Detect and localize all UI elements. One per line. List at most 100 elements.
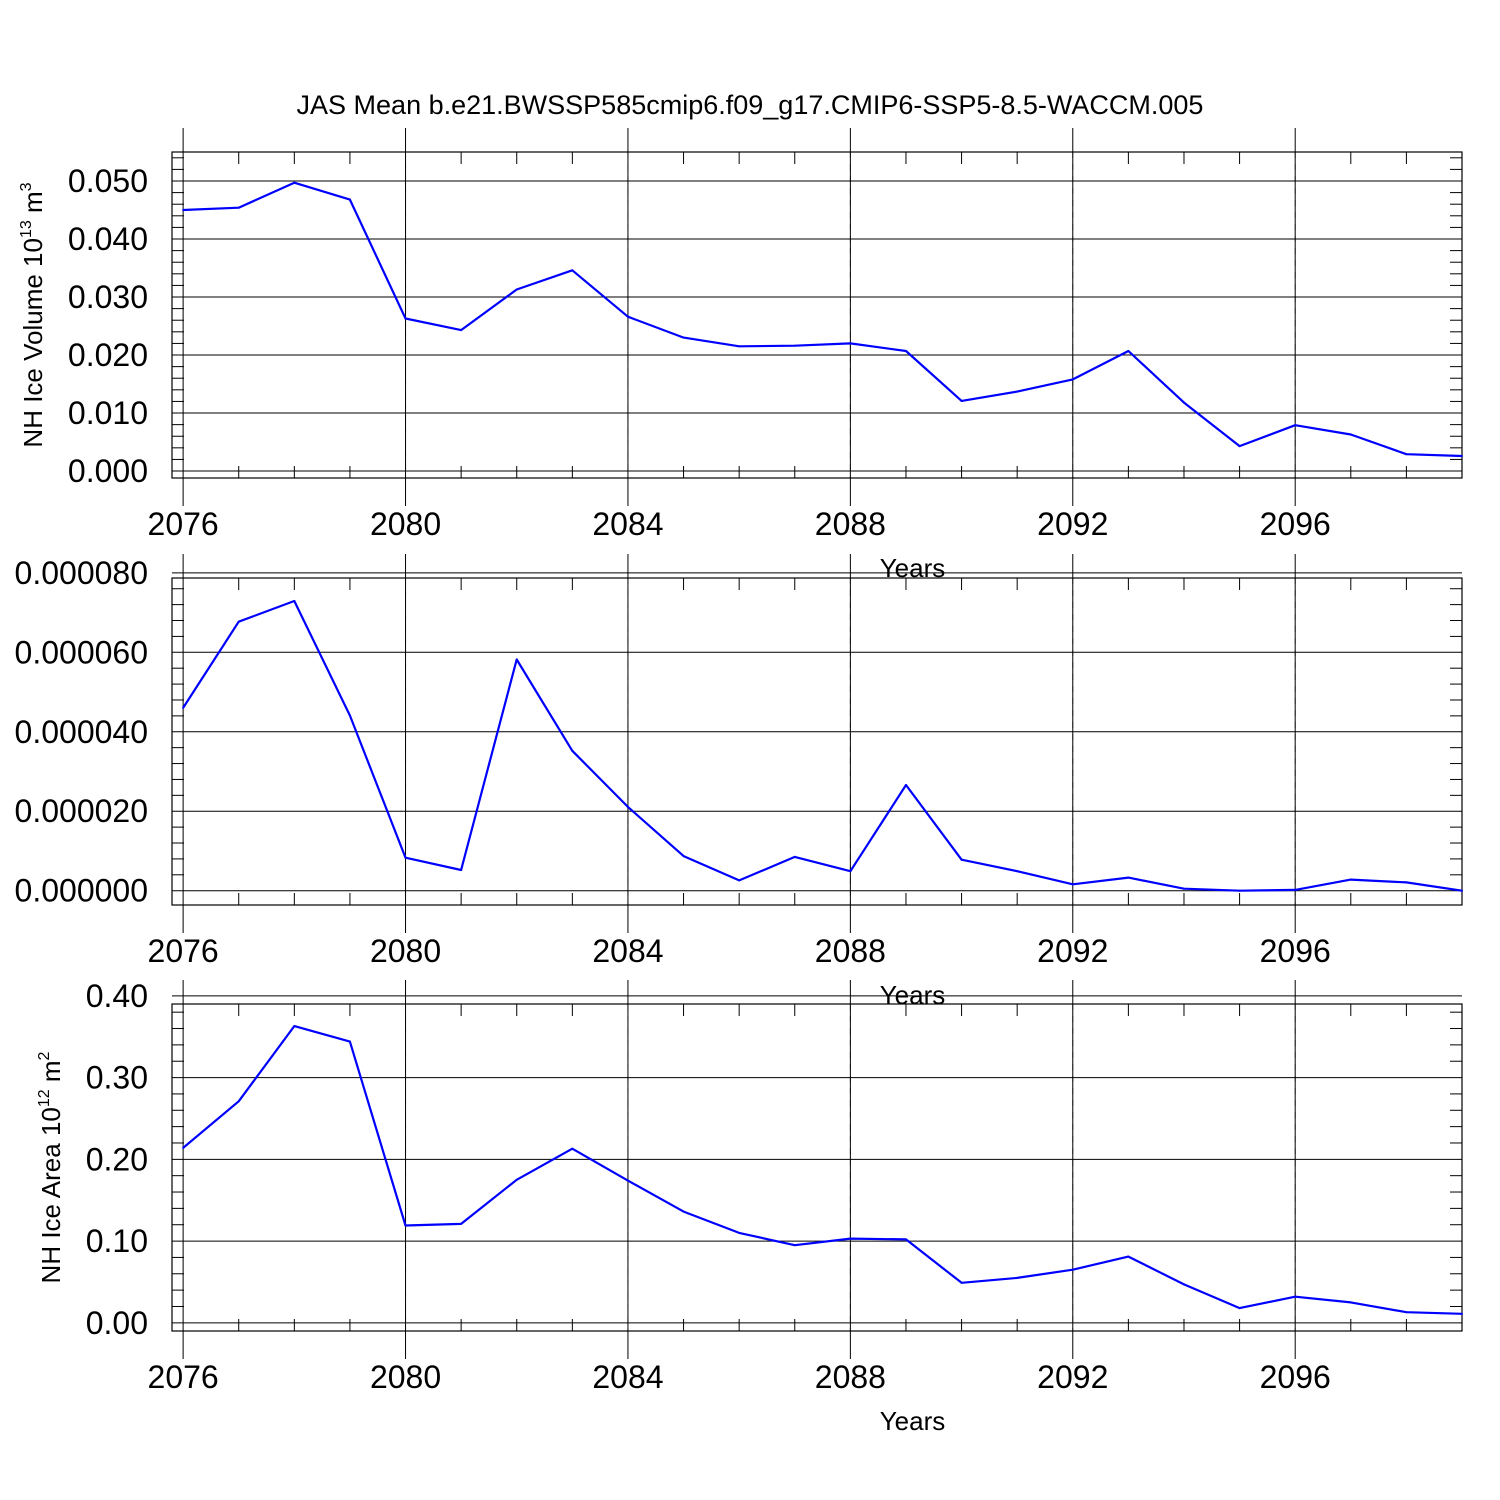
data-point-2096 (1294, 888, 1297, 891)
data-point-2079 (348, 1040, 351, 1043)
series-line (182, 599, 1463, 892)
data-point-2096 (1294, 1295, 1297, 1298)
xtick-label-2076: 2076 (148, 933, 219, 969)
data-point-2094 (1182, 1283, 1185, 1286)
data-point-2083 (571, 749, 574, 752)
data-point-2083 (571, 1147, 574, 1150)
data-point-2077 (237, 1100, 240, 1103)
xtick-label-2092: 2092 (1037, 1359, 1108, 1395)
ytick-label-5: 0.050 (68, 163, 148, 199)
plot-frame (171, 151, 1463, 479)
xtick-label-2080: 2080 (370, 506, 441, 542)
data-point-2078 (293, 1025, 296, 1028)
data-point-2098 (1405, 1311, 1408, 1314)
ytick-label-0: 0.000000 (15, 873, 148, 909)
data-point-2081 (460, 869, 463, 872)
data-point-2081 (460, 329, 463, 332)
xtick-label-2080: 2080 (370, 1359, 441, 1395)
xtick-label-2076: 2076 (148, 1359, 219, 1395)
plot-frame (171, 1003, 1463, 1332)
data-point-2097 (1349, 878, 1352, 881)
data-point-2077 (237, 620, 240, 623)
data-point-2088 (849, 342, 852, 345)
data-point-2092 (1071, 1268, 1074, 1271)
xtick-label-2096: 2096 (1260, 933, 1331, 969)
data-point-2091 (1016, 390, 1019, 393)
data-point-2085 (682, 1210, 685, 1213)
data-point-2090 (960, 1281, 963, 1284)
data-point-2078 (293, 600, 296, 603)
data-point-2093 (1127, 349, 1130, 352)
xtick-label-2076: 2076 (148, 506, 219, 542)
xtick-label-2088: 2088 (815, 506, 886, 542)
data-point-2095 (1238, 445, 1241, 448)
ytick-label-4: 0.000080 (15, 555, 148, 591)
ytick-label-2: 0.20 (86, 1141, 148, 1177)
data-point-2076 (182, 209, 185, 212)
x-axis-label: Years (880, 1406, 946, 1436)
data-point-2084 (626, 805, 629, 808)
figure-title: JAS Mean b.e21.BWSSP585cmip6.f09_g17.CMI… (297, 90, 1204, 120)
ytick-label-2: 0.020 (68, 337, 148, 373)
data-point-2080 (404, 317, 407, 320)
data-point-2084 (626, 315, 629, 318)
data-point-2089 (904, 349, 907, 352)
panel-2: 0.000000 0.000020 0.000040 0.000060 0.000080… (15, 554, 1463, 1010)
xtick-label-2084: 2084 (592, 506, 663, 542)
panels: 0.000 0.010 0.020 0.030 0.040 0.050 2076 2080 20… (15, 128, 1463, 1436)
data-point-2076 (182, 706, 185, 709)
data-point-2098 (1405, 453, 1408, 456)
ytick-label-3: 0.030 (68, 279, 148, 315)
data-point-2092 (1071, 378, 1074, 381)
data-point-2099 (1461, 1312, 1463, 1315)
data-point-2085 (682, 855, 685, 858)
data-point-2090 (960, 858, 963, 861)
data-point-2082 (515, 658, 518, 661)
data-point-2096 (1294, 424, 1297, 427)
data-point-2097 (1349, 433, 1352, 436)
data-point-2082 (515, 1178, 518, 1181)
data-point-2081 (460, 1222, 463, 1225)
xtick-label-2092: 2092 (1037, 506, 1108, 542)
xtick-label-2096: 2096 (1260, 506, 1331, 542)
data-point-2098 (1405, 881, 1408, 884)
data-point-2095 (1238, 889, 1241, 892)
ytick-label-3: 0.000060 (15, 634, 148, 670)
x-axis-label: Years (880, 980, 946, 1010)
y-axis-label: NH Ice Area 1012 m2 (36, 1051, 66, 1283)
series-line (182, 1024, 1463, 1315)
data-point-2087 (793, 855, 796, 858)
data-point-2088 (849, 1237, 852, 1240)
data-point-2087 (793, 1244, 796, 1247)
data-point-2086 (738, 879, 741, 882)
plot-frame (171, 577, 1463, 906)
xtick-label-2084: 2084 (592, 1359, 663, 1395)
ytick-label-1: 0.000020 (15, 793, 148, 829)
xtick-label-2088: 2088 (815, 933, 886, 969)
data-point-2099 (1461, 889, 1463, 892)
data-point-2089 (904, 1238, 907, 1241)
data-point-2080 (404, 856, 407, 859)
data-point-2088 (849, 870, 852, 873)
data-point-2076 (182, 1146, 185, 1149)
xtick-label-2092: 2092 (1037, 933, 1108, 969)
data-point-2086 (738, 1231, 741, 1234)
data-point-2087 (793, 344, 796, 347)
data-point-2080 (404, 1224, 407, 1227)
ytick-label-4: 0.040 (68, 221, 148, 257)
data-point-2079 (348, 714, 351, 717)
data-point-2092 (1071, 883, 1074, 886)
ytick-label-1: 0.010 (68, 395, 148, 431)
data-point-2095 (1238, 1307, 1241, 1310)
data-point-2093 (1127, 876, 1130, 879)
data-point-2093 (1127, 1255, 1130, 1258)
data-point-2094 (1182, 401, 1185, 404)
data-point-2094 (1182, 887, 1185, 890)
xtick-label-2096: 2096 (1260, 1359, 1331, 1395)
ytick-label-2: 0.000040 (15, 714, 148, 750)
data-point-2091 (1016, 1276, 1019, 1279)
data-point-2086 (738, 345, 741, 348)
data-point-2089 (904, 784, 907, 787)
xtick-label-2084: 2084 (592, 933, 663, 969)
